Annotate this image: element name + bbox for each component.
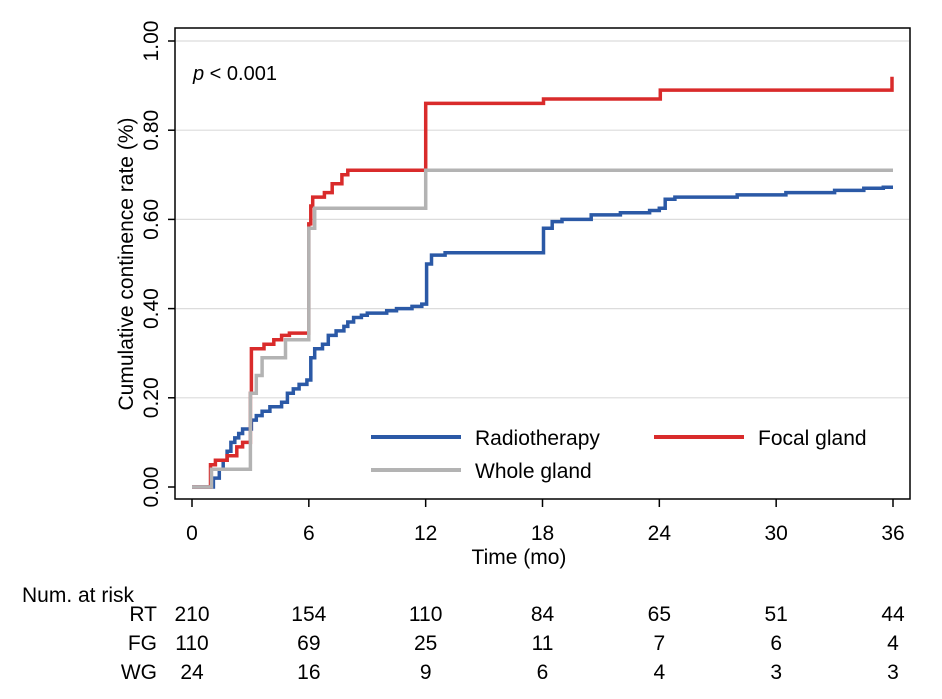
series-line-radiotherapy [192, 185, 893, 489]
series-group [192, 76, 894, 489]
y-axis-label: Cumulative continence rate (%) [115, 118, 138, 411]
risk-cell: 4 [653, 661, 665, 684]
risk-cell: 11 [532, 632, 554, 655]
risk-row-label: FG [128, 632, 157, 655]
x-tick-label: 30 [764, 522, 787, 545]
x-tick-label: 18 [531, 522, 554, 545]
x-axis-ticks: 0 6 12 18 24 30 36 [186, 499, 905, 545]
risk-cell: 25 [414, 632, 437, 655]
y-axis-ticks: 0.00 0.20 0.40 0.60 0.80 1.00 [140, 21, 175, 508]
risk-cell: 16 [297, 661, 320, 684]
y-tick-label: 0.80 [140, 110, 163, 151]
risk-row-label: WG [121, 661, 157, 684]
x-tick-label: 0 [186, 522, 198, 545]
x-tick-label: 12 [414, 522, 437, 545]
legend: Radiotherapy Focal gland Whole gland [371, 427, 867, 483]
risk-cell: 65 [648, 603, 671, 626]
risk-cell: 6 [537, 661, 549, 684]
legend-label-focal-gland: Focal gland [758, 427, 867, 450]
p-value-annotation: p < 0.001 [192, 63, 277, 85]
series-line-focal-gland [192, 76, 894, 489]
x-tick-label: 24 [648, 522, 672, 545]
risk-cell: 69 [297, 632, 320, 655]
legend-label-radiotherapy: Radiotherapy [475, 427, 600, 450]
legend-label-whole-gland: Whole gland [475, 460, 592, 483]
x-tick-label: 36 [881, 522, 904, 545]
risk-table-header: Num. at risk [22, 584, 135, 607]
risk-table: RT 210 154 110 84 65 51 44 FG 110 69 25 11 7 6 4 WG 24 16 9… [121, 603, 905, 684]
y-tick-label: 0.00 [140, 467, 163, 508]
x-axis-label: Time (mo) [472, 546, 567, 569]
risk-cell: 3 [770, 661, 782, 684]
y-tick-label: 0.20 [140, 377, 163, 418]
x-tick-label: 6 [303, 522, 315, 545]
risk-cell: 4 [887, 632, 899, 655]
risk-cell: 84 [531, 603, 555, 626]
risk-cell: 3 [887, 661, 899, 684]
y-tick-label: 0.40 [140, 288, 163, 329]
risk-cell: 7 [653, 632, 665, 655]
risk-cell: 110 [409, 603, 442, 626]
risk-cell: 6 [770, 632, 782, 655]
risk-cell: 154 [291, 603, 326, 626]
y-tick-label: 0.60 [140, 199, 163, 240]
gridlines [176, 40, 909, 399]
risk-cell: 9 [420, 661, 432, 684]
risk-cell: 51 [764, 603, 787, 626]
risk-cell: 210 [174, 603, 209, 626]
risk-cell: 44 [881, 603, 905, 626]
risk-cell: 110 [175, 632, 208, 655]
risk-row-label: RT [129, 603, 157, 626]
y-tick-label: 1.00 [140, 21, 163, 62]
risk-cell: 24 [180, 661, 204, 684]
series-line-whole-gland [192, 168, 893, 489]
